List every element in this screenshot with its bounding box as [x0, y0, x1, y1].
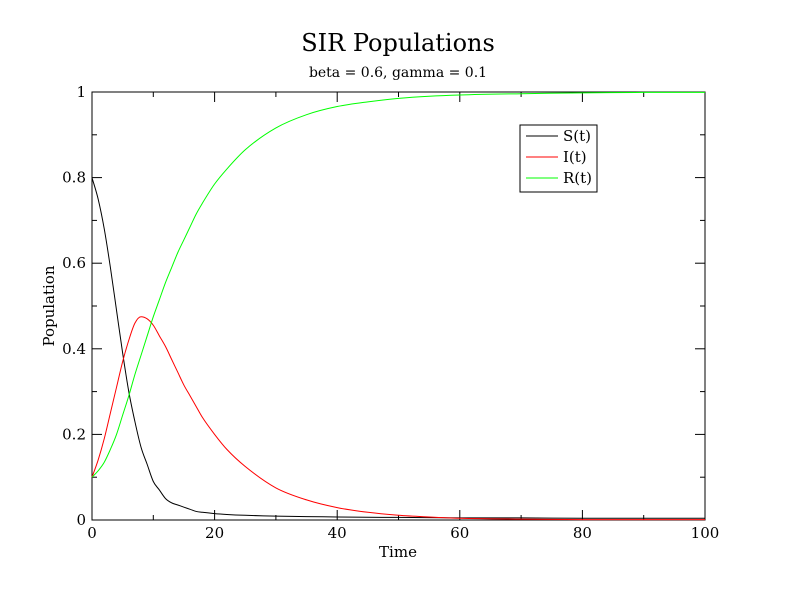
y-tick-label: 0.2 [62, 425, 86, 443]
legend-label-i: I(t) [563, 148, 587, 166]
series-layer [91, 91, 705, 521]
y-tick-label: 0.8 [62, 169, 86, 187]
y-tick-label: 0 [76, 511, 86, 529]
x-axis-label: Time [379, 543, 417, 561]
legend-label-s: S(t) [563, 127, 591, 145]
x-tick-label: 60 [450, 524, 469, 542]
x-tick-label: 80 [573, 524, 592, 542]
plot-frame [91, 91, 706, 521]
x-tick-label: 100 [691, 524, 720, 542]
chart-title: SIR Populations [301, 29, 495, 57]
chart-subtitle: beta = 0.6, gamma = 0.1 [309, 65, 487, 81]
series-i-line [91, 316, 705, 521]
axis-ticks: 0 20 40 60 80 100 0 0.2 0.4 0.6 0.8 1 [62, 83, 719, 542]
x-tick-label: 0 [87, 524, 97, 542]
x-tick-label: 40 [328, 524, 347, 542]
y-tick-label: 1 [76, 83, 86, 101]
series-s-line [91, 177, 705, 519]
y-axis-label: Population [40, 265, 58, 346]
y-tick-label: 0.6 [62, 254, 86, 272]
x-tick-label: 20 [205, 524, 224, 542]
legend-box [519, 124, 598, 193]
legend: S(t) I(t) R(t) [519, 124, 598, 193]
legend-label-r: R(t) [563, 169, 592, 187]
series-r-line [91, 91, 705, 478]
y-tick-label: 0.4 [62, 340, 86, 358]
